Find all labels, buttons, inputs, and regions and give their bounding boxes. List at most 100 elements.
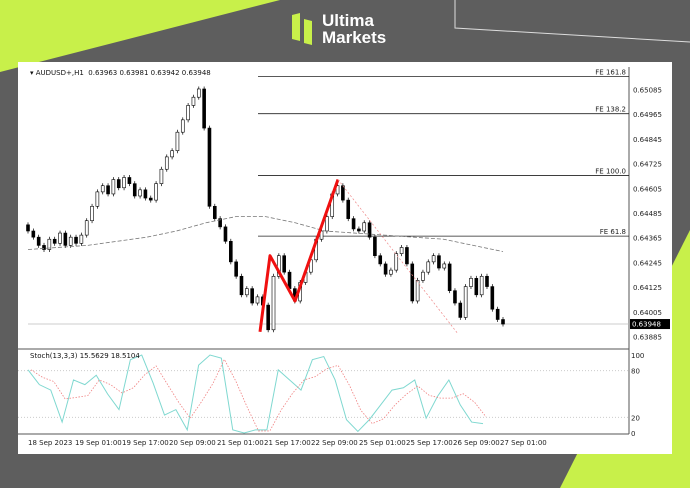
- current-price-label: 0.63948: [632, 321, 661, 329]
- brand-logo: Ultima Markets: [292, 12, 386, 46]
- candle-body: [405, 247, 409, 265]
- candle-body: [90, 205, 94, 222]
- candle-body: [442, 263, 447, 269]
- candle-body: [271, 275, 276, 331]
- price-tick: 0.63885: [633, 334, 662, 342]
- candle-body: [164, 156, 169, 170]
- time-label: 21 Sep 01:00: [217, 439, 264, 447]
- candle-body: [410, 263, 415, 302]
- time-label: 21 Sep 17:00: [264, 439, 311, 447]
- stoch-d-line: [30, 358, 487, 432]
- candle-body: [426, 261, 431, 273]
- candle-body: [31, 230, 36, 238]
- fib-projection-line: [337, 179, 459, 335]
- candle-body: [63, 232, 68, 246]
- candle-body: [138, 189, 142, 197]
- candle-body: [58, 232, 62, 244]
- candle-body: [229, 240, 233, 263]
- candle-body: [469, 278, 473, 287]
- candle-body: [175, 131, 180, 152]
- fib-label: FE 61.8: [600, 228, 626, 236]
- brand-name-1: Ultima: [322, 11, 374, 30]
- candle-body: [389, 269, 393, 275]
- stoch-label: Stoch(13,3,3) 15.5629 18.5104: [30, 352, 140, 360]
- price-tick: 0.64485: [633, 210, 662, 218]
- chart-panel[interactable]: 0.65085 0.64965 0.64845 0.64725 0.64605 0.644…: [18, 62, 672, 454]
- candle-body: [122, 177, 126, 189]
- stoch-tick: 100: [631, 352, 644, 360]
- candle-body: [132, 183, 137, 197]
- candle-body: [335, 185, 340, 195]
- candle-body: [111, 179, 116, 195]
- candle-body: [458, 302, 463, 318]
- candle-body: [127, 177, 132, 184]
- decor-line: [454, 0, 690, 43]
- candle-body: [495, 308, 500, 320]
- zigzag-arrow: [258, 179, 340, 333]
- time-label: 22 Sep 09:00: [311, 439, 358, 447]
- price-chart[interactable]: 0.65085 0.64965 0.64845 0.64725 0.64605 0.644…: [18, 62, 672, 454]
- time-label: 19 Sep 01:00: [75, 439, 122, 447]
- time-label: 26 Sep 09:00: [453, 439, 500, 447]
- current-price-box: [630, 319, 670, 330]
- candle-body: [100, 185, 105, 193]
- candle-body: [245, 288, 249, 296]
- candle-body: [239, 275, 244, 296]
- candle-body: [159, 168, 164, 184]
- candle-body: [399, 247, 404, 254]
- candle-body: [79, 234, 84, 244]
- price-tick: 0.64965: [633, 111, 662, 119]
- candle-body: [362, 222, 367, 232]
- candle-body: [186, 105, 190, 121]
- candle-body: [341, 185, 345, 201]
- candle-body: [52, 238, 57, 244]
- candle-body: [437, 255, 441, 269]
- logo-mark-icon: [292, 13, 312, 45]
- candle-body: [196, 88, 201, 98]
- symbol: AUDUSD+,H1: [35, 69, 84, 77]
- price-tick: 0.65085: [633, 87, 662, 95]
- stoch-tick: 20: [631, 414, 640, 422]
- candle-body: [74, 236, 78, 244]
- candle-body: [357, 228, 361, 232]
- candle-body: [170, 150, 174, 158]
- time-label: 25 Sep 01:00: [359, 439, 406, 447]
- candle-body: [367, 222, 372, 238]
- candle-body: [373, 236, 377, 256]
- candle-body: [282, 255, 286, 273]
- candle-body: [218, 218, 222, 228]
- candle-body: [250, 288, 254, 304]
- candle-body: [479, 275, 484, 296]
- time-label: 27 Sep 01:00: [500, 439, 547, 447]
- accent-shape-top: [0, 0, 280, 72]
- price-tick: 0.64365: [633, 235, 662, 243]
- candle-body: [223, 226, 228, 242]
- price-tick: 0.64005: [633, 309, 662, 317]
- candle-body: [319, 230, 324, 240]
- candle-body: [255, 296, 260, 304]
- chart-header: ▾ AUDUSD+,H1 0.63963 0.63981 0.63942 0.6…: [30, 69, 211, 77]
- fib-label: FE 138.2: [595, 106, 626, 114]
- price-tick: 0.64245: [633, 259, 662, 267]
- candle-body: [191, 96, 196, 106]
- candle-body: [207, 127, 212, 207]
- candle-body: [378, 255, 383, 265]
- candle-body: [421, 271, 425, 281]
- price-tick: 0.64125: [633, 284, 662, 292]
- moving-average-line: [27, 216, 504, 252]
- candle-body: [490, 286, 495, 310]
- candle-body: [463, 286, 468, 318]
- candle-body: [202, 88, 206, 129]
- price-tick: 0.64725: [633, 161, 662, 169]
- candle-body: [447, 263, 452, 291]
- candle-body: [485, 275, 489, 287]
- stoch-tick: 80: [631, 368, 640, 376]
- candle-body: [266, 304, 270, 331]
- candle-body: [453, 290, 457, 304]
- candle-body: [26, 224, 30, 232]
- time-label: 18 Sep 2023: [28, 439, 72, 447]
- candle-body: [106, 185, 110, 195]
- candle-body: [180, 119, 185, 133]
- candle-body: [415, 280, 420, 302]
- candle-body: [68, 236, 73, 246]
